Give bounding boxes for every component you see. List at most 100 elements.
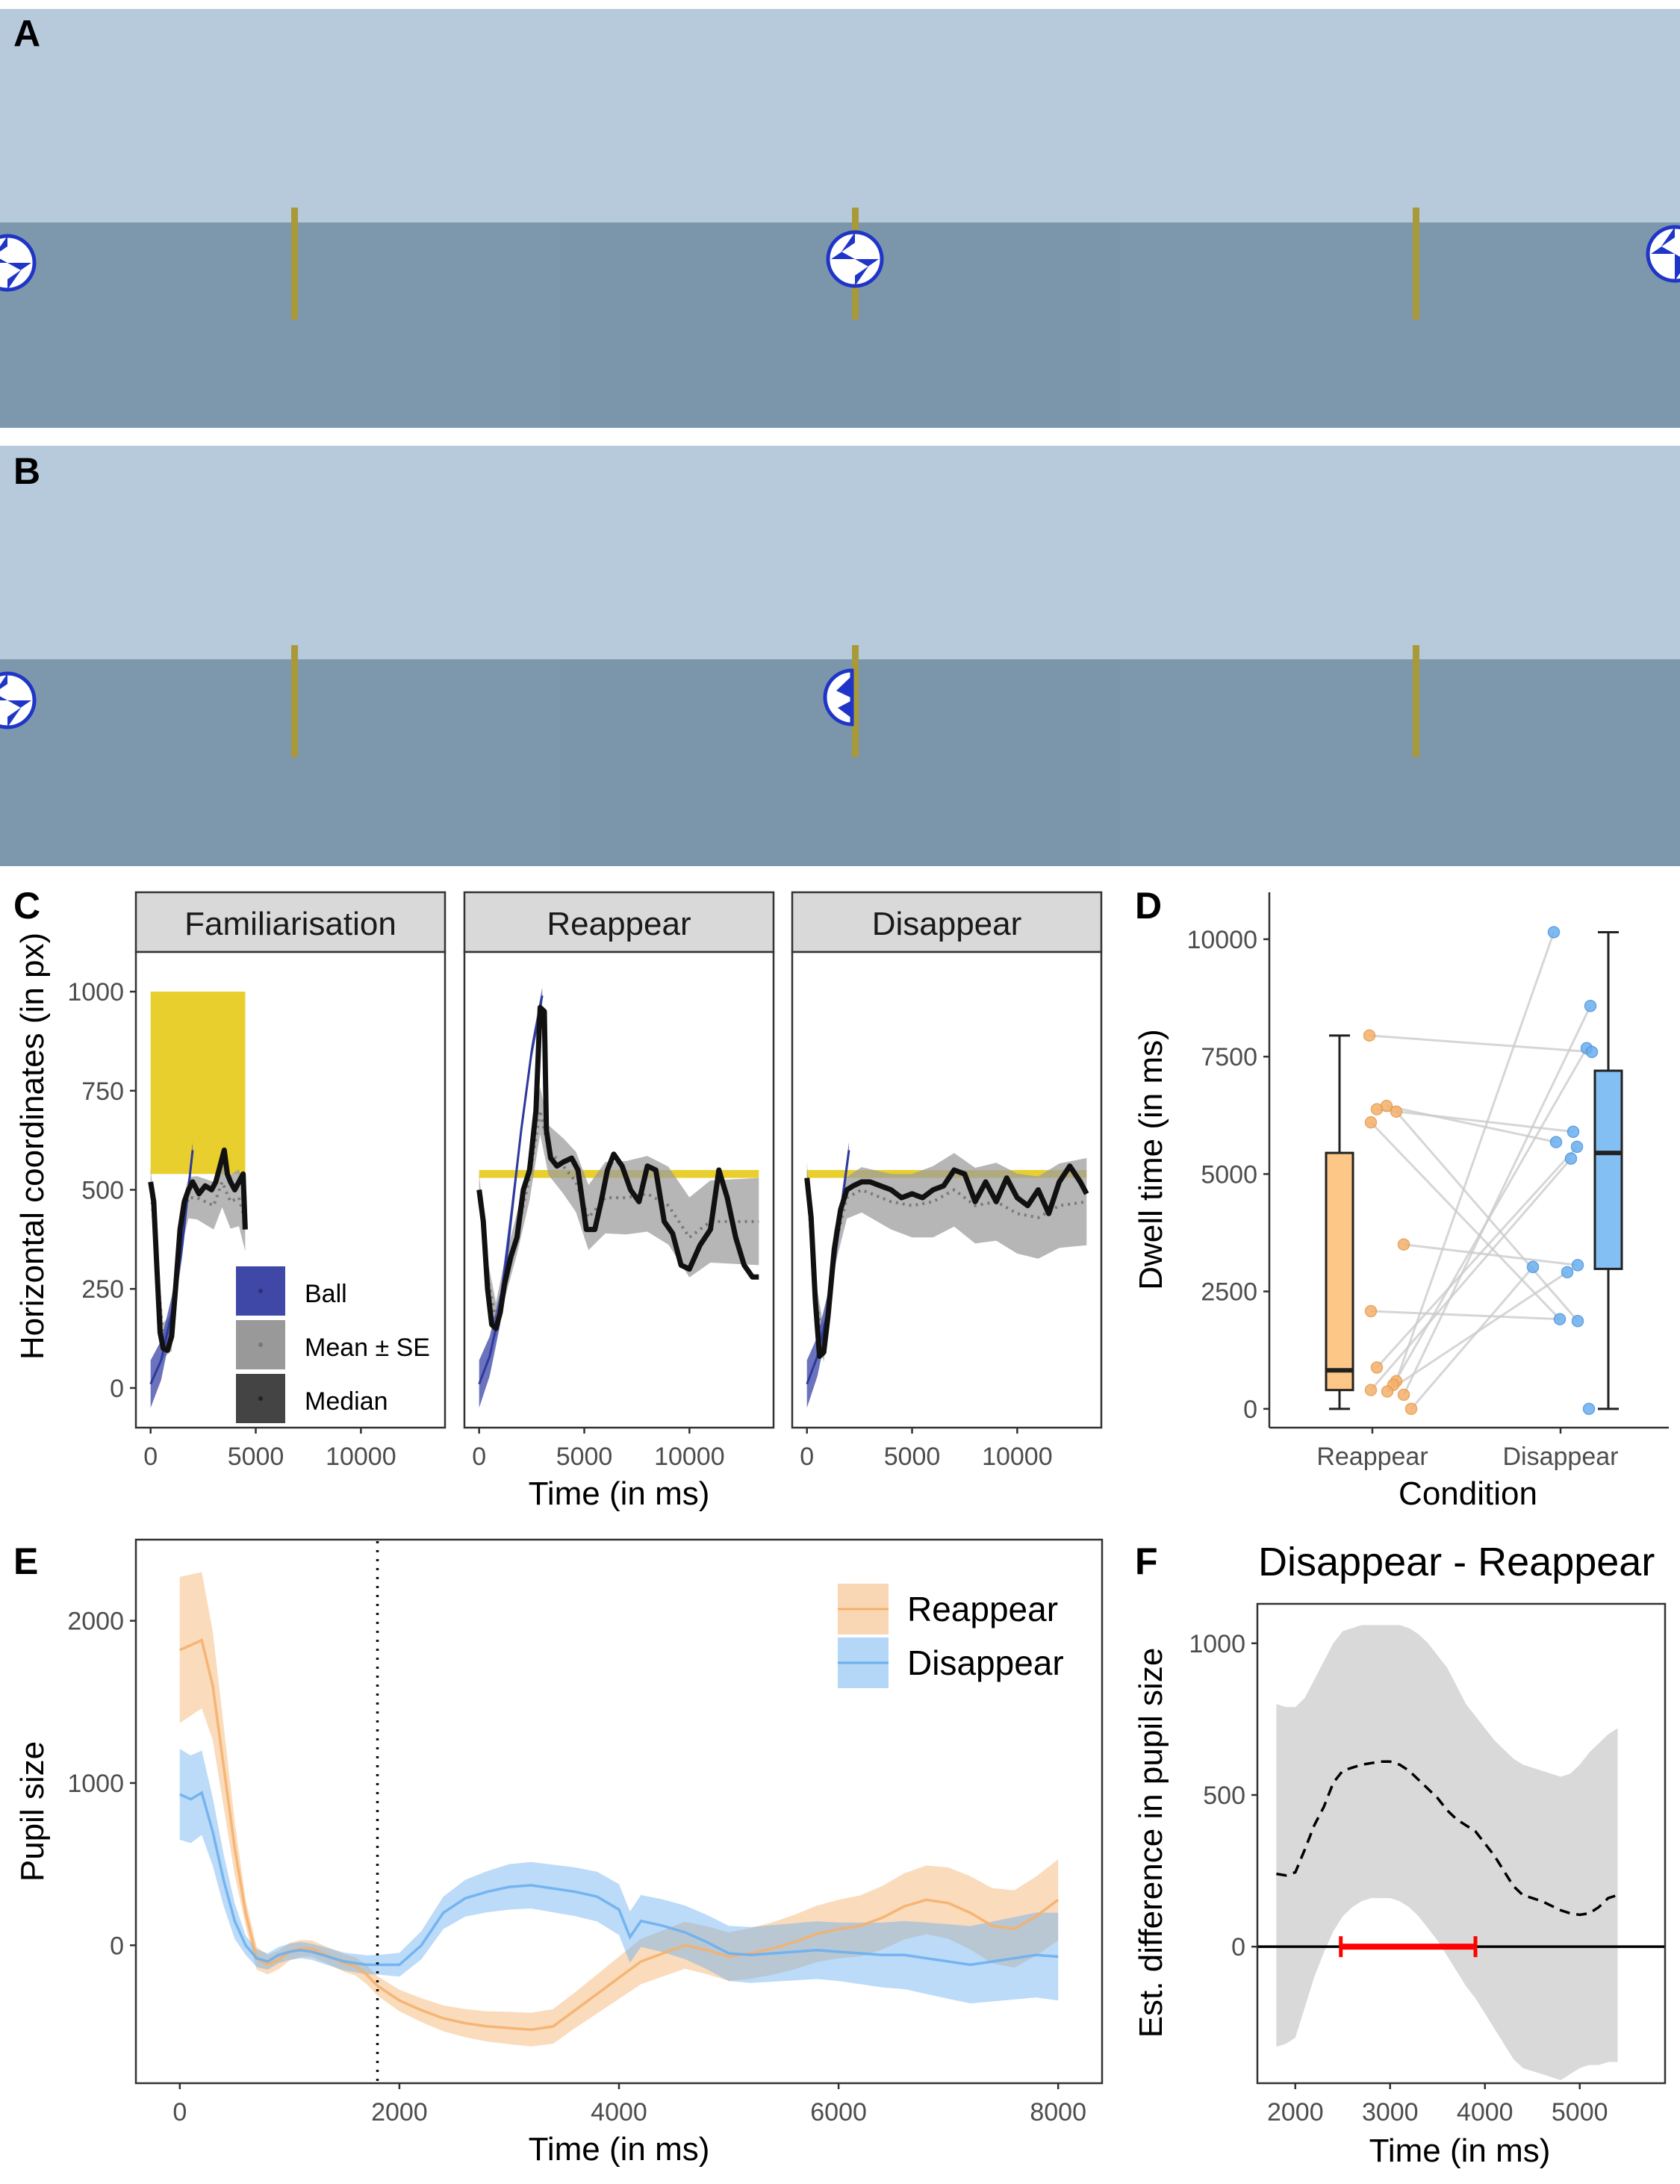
panel-d-letter: D: [1135, 885, 1162, 927]
f-xtick-label-2000: 2000: [1267, 2098, 1324, 2127]
panel-a-ball-2: [828, 232, 882, 286]
e-xtick-label-8000: 8000: [1030, 2098, 1086, 2127]
d-point-disappear-7: [1566, 1153, 1577, 1164]
c-ytick-label-250: 250: [81, 1275, 124, 1304]
d-pair-line-12: [1404, 1006, 1590, 1395]
legend-key-median-dot: [258, 1396, 263, 1401]
panel-a-sky: [0, 9, 1680, 223]
d-pair-line-1: [1387, 1106, 1556, 1142]
d-pair-line-0: [1369, 1036, 1592, 1052]
panel-e-ylabel: Pupil size: [14, 1741, 51, 1882]
e-ytick-label-2000: 2000: [67, 1608, 124, 1636]
panel-a-pole-3: [1413, 208, 1419, 320]
d-point-reappear-12: [1399, 1389, 1410, 1400]
panel-c-ylabel: Horizontal coordinates (in px): [14, 933, 51, 1360]
panel-f-title: Disappear - Reappear: [1258, 1540, 1655, 1584]
d-point-reappear-3: [1391, 1106, 1402, 1117]
d-pair-line-4: [1371, 1122, 1560, 1319]
panel-a-pole-1: [291, 208, 298, 320]
panel-f: F Disappear - Reappear 0 500 1000 2000 3000 4…: [1133, 1540, 1665, 2169]
facet-label-disappear: Disappear: [872, 906, 1022, 942]
c-xtick-label-reappear-0: 0: [472, 1443, 486, 1471]
d-point-disappear-0: [1549, 927, 1560, 938]
panel-a-floor-left: [0, 223, 560, 428]
d-pair-line-6: [1371, 1311, 1560, 1319]
panel-e: E 0 1000 2000 0 2000 4000 6000 8000 Reappear Di…: [13, 1540, 1102, 2168]
d-pair-line-7: [1377, 1147, 1577, 1368]
d-ytick-label-10000: 10000: [1186, 926, 1257, 954]
aoi-familiarisation: [151, 992, 246, 1174]
panel-a: A: [0, 9, 1680, 428]
d-point-disappear-11: [1555, 1313, 1566, 1325]
d-point-disappear-12: [1572, 1316, 1584, 1327]
d-point-reappear-13: [1406, 1403, 1417, 1414]
panel-a-letter: A: [13, 13, 40, 55]
d-point-disappear-9: [1528, 1261, 1539, 1272]
panel-d-xtick-disappear: Disappear: [1503, 1443, 1619, 1471]
panel-d-xtick-reappear: Reappear: [1316, 1443, 1428, 1471]
panel-d-xlabel: Condition: [1399, 1475, 1537, 1512]
d-point-disappear-8: [1572, 1260, 1584, 1271]
panel-e-xlabel: Time (in ms): [529, 2131, 710, 2168]
panel-b-pole-3: [1413, 645, 1419, 757]
d-point-disappear-4: [1568, 1126, 1579, 1137]
legend-key-ball-dot: [258, 1289, 263, 1293]
d-ytick-label-0: 0: [1243, 1396, 1257, 1424]
panel-a-floor-right: [1120, 223, 1680, 428]
f-xtick-label-4000: 4000: [1457, 2098, 1513, 2127]
panel-a-ball-1: [0, 236, 34, 290]
c-xtick-label-reappear-10000: 10000: [654, 1443, 725, 1471]
c-ytick-label-0: 0: [110, 1375, 124, 1403]
d-box-disappear: [1595, 1071, 1622, 1269]
panel-b-sky: [0, 446, 1680, 659]
panel-f-ylabel: Est. difference in pupil size: [1133, 1648, 1169, 2038]
e-xtick-label-6000: 6000: [810, 2098, 867, 2127]
panel-b-ball-1: [0, 673, 34, 727]
c-xtick-label-disappear-0: 0: [800, 1443, 814, 1471]
d-point-reappear-5: [1399, 1239, 1410, 1250]
panel-c: C Familiarisation Reappear Disappear 0 25…: [13, 885, 1101, 1512]
f-ytick-label-500: 500: [1203, 1782, 1245, 1810]
c-xtick-label-reappear-5000: 5000: [556, 1443, 613, 1471]
c-ytick-label-1000: 1000: [67, 978, 124, 1007]
c-ytick-label-750: 750: [81, 1077, 124, 1106]
e-ytick-label-0: 0: [110, 1932, 124, 1960]
panel-d-ylabel: Dwell time (in ms): [1133, 1029, 1169, 1290]
c-xtick-label-familiarisation-0: 0: [143, 1443, 158, 1471]
d-point-reappear-11: [1382, 1386, 1393, 1397]
d-point-disappear-3: [1587, 1046, 1598, 1057]
panel-b-floor-left: [0, 659, 560, 866]
panel-e-letter: E: [13, 1540, 38, 1582]
panel-f-letter: F: [1135, 1540, 1158, 1582]
e-xtick-label-0: 0: [172, 2098, 187, 2127]
c-ytick-label-500: 500: [81, 1177, 124, 1205]
legend-label-mean-se: Mean ± SE: [305, 1334, 430, 1362]
d-point-reappear-2: [1372, 1104, 1383, 1115]
d-pair-line-10: [1371, 1159, 1571, 1390]
d-ytick-label-5000: 5000: [1201, 1160, 1257, 1189]
panel-b-floor-right: [1120, 659, 1680, 866]
d-point-disappear-10: [1562, 1266, 1573, 1278]
legend-label-disappear: Disappear: [907, 1643, 1064, 1682]
facet-label-reappear: Reappear: [547, 906, 691, 942]
f-xtick-label-3000: 3000: [1362, 2098, 1419, 2127]
d-pair-line-2: [1377, 1110, 1573, 1132]
panel-c-xlabel: Time (in ms): [529, 1475, 710, 1512]
e-xtick-label-4000: 4000: [591, 2098, 647, 2127]
legend-label-median: Median: [305, 1387, 388, 1416]
d-point-reappear-4: [1366, 1117, 1377, 1128]
f-xtick-label-5000: 5000: [1552, 2098, 1608, 2127]
facet-label-familiarisation: Familiarisation: [184, 906, 396, 942]
panel-b: B: [0, 446, 1680, 866]
d-point-reappear-10: [1366, 1384, 1377, 1396]
d-point-reappear-0: [1364, 1030, 1375, 1041]
legend-label-reappear: Reappear: [907, 1590, 1058, 1628]
f-ytick-label-1000: 1000: [1189, 1630, 1245, 1658]
d-ytick-label-2500: 2500: [1201, 1278, 1257, 1307]
panel-c-letter: C: [13, 885, 40, 927]
d-ytick-label-7500: 7500: [1201, 1043, 1257, 1071]
f-ytick-label-0: 0: [1231, 1933, 1245, 1961]
c-xtick-label-familiarisation-5000: 5000: [228, 1443, 284, 1471]
